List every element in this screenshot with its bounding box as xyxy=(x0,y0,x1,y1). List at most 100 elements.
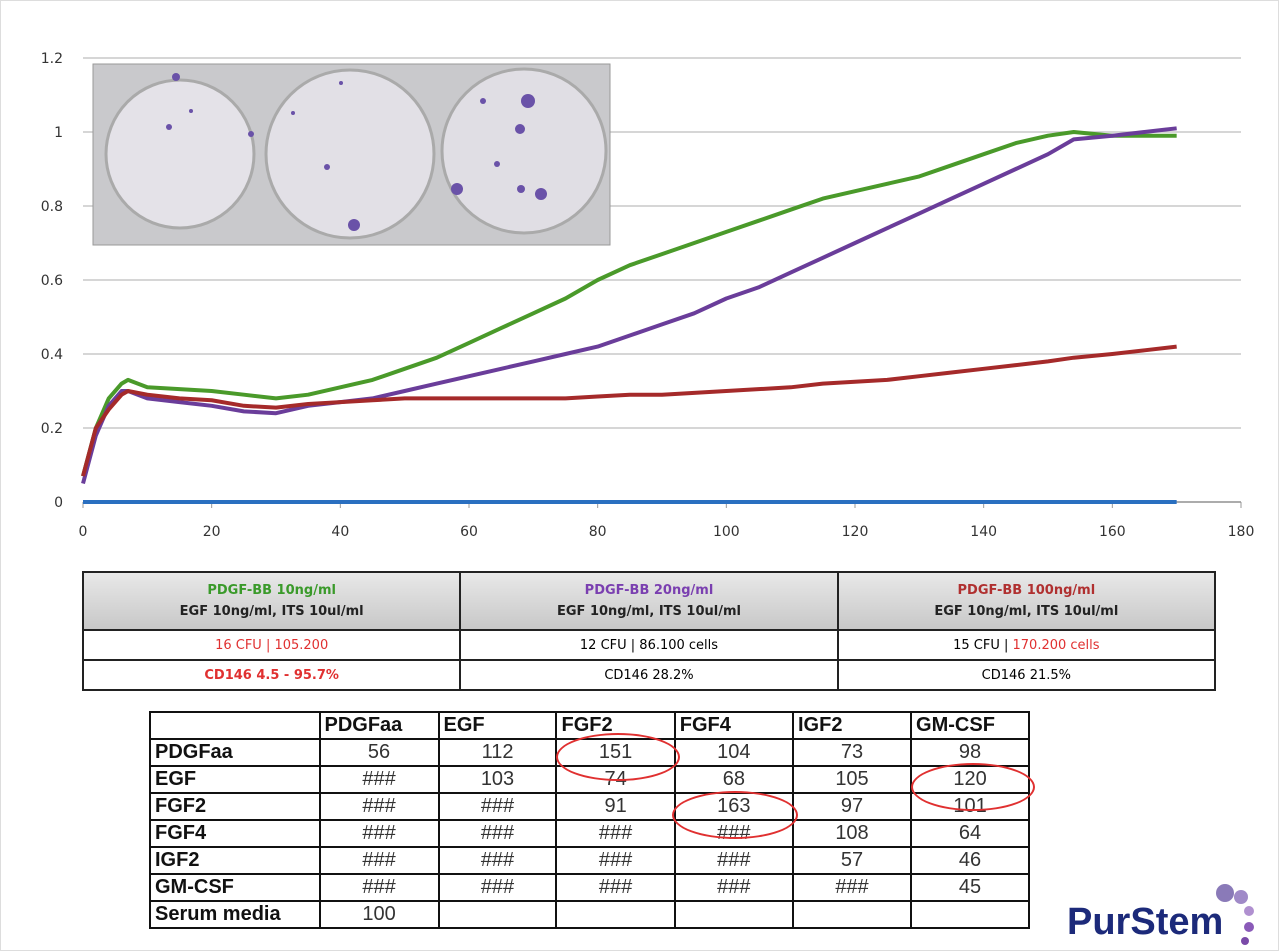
cell: ### xyxy=(439,820,557,847)
subtitle: EGF 10ng/ml, ITS 10ul/ml xyxy=(934,604,1118,619)
column-header: FGF4 xyxy=(675,712,793,739)
inset-photo xyxy=(93,64,610,245)
row-header: EGF xyxy=(150,766,320,793)
cell: ### xyxy=(556,874,674,901)
y-tick-label: 0 xyxy=(54,495,63,511)
cell: 103 xyxy=(439,766,557,793)
cd146-cell: CD146 4.5 - 95.7% xyxy=(83,660,460,690)
cell: 98 xyxy=(911,739,1029,766)
column-header: PDGFaa xyxy=(320,712,439,739)
highlight-circle xyxy=(672,791,798,839)
cfu: 16 CFU | 105.200 xyxy=(215,638,328,653)
cell: 112 xyxy=(439,739,557,766)
x-tick-label: 140 xyxy=(970,524,997,540)
cell: ### xyxy=(320,874,439,901)
cell: 68 xyxy=(675,766,793,793)
logo-text: PurStem xyxy=(1067,901,1223,944)
y-tick-label: 0.8 xyxy=(41,199,63,215)
cell: ### xyxy=(320,820,439,847)
cd146: CD146 21.5% xyxy=(982,668,1071,683)
cell xyxy=(439,901,557,928)
cell: 64 xyxy=(911,820,1029,847)
x-tick-label: 0 xyxy=(79,524,88,540)
cfu-cell: 16 CFU | 105.200 xyxy=(83,630,460,660)
cell: ### xyxy=(675,847,793,874)
cell xyxy=(911,901,1029,928)
cell: ### xyxy=(675,874,793,901)
x-tick-label: 120 xyxy=(842,524,869,540)
cell: 97 xyxy=(793,793,911,820)
cells: 170.200 cells xyxy=(1013,638,1100,653)
cell: ### xyxy=(556,820,674,847)
title: PDGF-BB 10ng/ml xyxy=(207,583,336,598)
cell: ### xyxy=(320,847,439,874)
y-tick-label: 1.2 xyxy=(41,51,63,67)
row-header: FGF4 xyxy=(150,820,320,847)
y-tick-label: 0.4 xyxy=(41,347,63,363)
cd146-cell: CD146 21.5% xyxy=(838,660,1215,690)
cd146: CD146 4.5 - 95.7% xyxy=(204,668,339,683)
cell: ### xyxy=(793,874,911,901)
cell: 91 xyxy=(556,793,674,820)
cfu-cell: 12 CFU | 86.100 cells xyxy=(460,630,837,660)
row-header: GM-CSF xyxy=(150,874,320,901)
x-tick-label: 160 xyxy=(1099,524,1126,540)
cell: 105 xyxy=(793,766,911,793)
cell: ### xyxy=(556,847,674,874)
cd146-cell: CD146 28.2% xyxy=(460,660,837,690)
y-tick-label: 0.6 xyxy=(41,273,63,289)
cell: 73 xyxy=(793,739,911,766)
cell: 56 xyxy=(320,739,439,766)
highlight-circle xyxy=(911,763,1035,811)
cfu: 12 CFU | 86.100 cells xyxy=(580,638,718,653)
row-header: FGF2 xyxy=(150,793,320,820)
logo-dots xyxy=(1209,881,1269,951)
row-header: IGF2 xyxy=(150,847,320,874)
chart: 0 0.2 0.4 0.6 0.8 1 1.2 0 20 40 60 80 100 120 140 160 18… xyxy=(1,1,1279,561)
slide: 0 0.2 0.4 0.6 0.8 1 1.2 0 20 40 60 80 100 120 140 160 18… xyxy=(0,0,1279,951)
corner-cell xyxy=(150,712,320,739)
cell: 108 xyxy=(793,820,911,847)
cell: 100 xyxy=(320,901,439,928)
cell: ### xyxy=(320,766,439,793)
highlight-circle xyxy=(556,733,680,781)
cfu: 15 CFU | xyxy=(953,638,1012,653)
cell xyxy=(556,901,674,928)
cell xyxy=(675,901,793,928)
header-cell: PDGF-BB 10ng/ml EGF 10ng/ml, ITS 10ul/ml xyxy=(83,572,460,630)
cell: ### xyxy=(320,793,439,820)
y-tick-label: 0.2 xyxy=(41,421,63,437)
x-tick-label: 100 xyxy=(713,524,740,540)
cell: 57 xyxy=(793,847,911,874)
title: PDGF-BB 20ng/ml xyxy=(585,583,714,598)
table-row: GM-CSF###############45 xyxy=(150,874,1029,901)
subtitle: EGF 10ng/ml, ITS 10ul/ml xyxy=(557,604,741,619)
column-header: EGF xyxy=(439,712,557,739)
cell xyxy=(793,901,911,928)
row-header: Serum media xyxy=(150,901,320,928)
header-cell: PDGF-BB 20ng/ml EGF 10ng/ml, ITS 10ul/ml xyxy=(460,572,837,630)
x-tick-label: 80 xyxy=(589,524,607,540)
cell: 104 xyxy=(675,739,793,766)
row-header: PDGFaa xyxy=(150,739,320,766)
column-header: IGF2 xyxy=(793,712,911,739)
cd146: CD146 28.2% xyxy=(604,668,693,683)
title: PDGF-BB 100ng/ml xyxy=(958,583,1096,598)
header-cell: PDGF-BB 100ng/ml EGF 10ng/ml, ITS 10ul/ml xyxy=(838,572,1215,630)
cell: 46 xyxy=(911,847,1029,874)
cell: 45 xyxy=(911,874,1029,901)
column-header: GM-CSF xyxy=(911,712,1029,739)
cell: ### xyxy=(439,874,557,901)
cfu-cell: 15 CFU | 170.200 cells xyxy=(838,630,1215,660)
x-tick-label: 20 xyxy=(203,524,221,540)
x-tick-label: 40 xyxy=(331,524,349,540)
x-tick-label: 60 xyxy=(460,524,478,540)
subtitle: EGF 10ng/ml, ITS 10ul/ml xyxy=(180,604,364,619)
y-tick-label: 1 xyxy=(54,125,63,141)
x-tick-label: 180 xyxy=(1228,524,1255,540)
cell: ### xyxy=(439,793,557,820)
